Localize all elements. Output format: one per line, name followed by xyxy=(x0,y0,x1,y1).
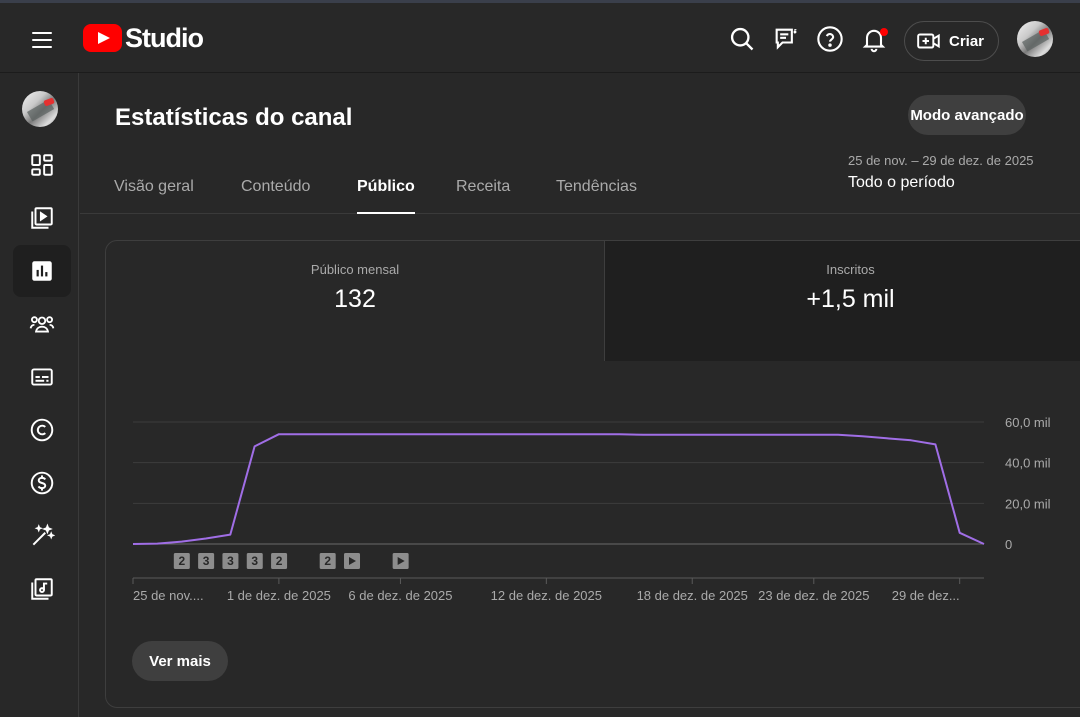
notifications-bell-icon[interactable] xyxy=(860,25,888,53)
sidebar-item-earn[interactable] xyxy=(13,457,71,509)
page-title: Estatísticas do canal xyxy=(115,104,353,131)
x-tick-label: 12 de dez. de 2025 xyxy=(491,588,602,603)
sidebar-item-content[interactable] xyxy=(13,192,71,244)
y-tick-label: 60,0 mil xyxy=(1005,415,1051,430)
event-marker-count: 2 xyxy=(324,554,331,568)
tab-revenue[interactable]: Receita xyxy=(456,178,511,195)
event-marker xyxy=(198,553,215,569)
sidebar-item-copyright[interactable] xyxy=(13,404,71,456)
date-range-picker[interactable]: 25 de nov. – 29 de dez. de 2025 Todo o p… xyxy=(848,153,1034,192)
dashboard-icon xyxy=(31,154,53,176)
community-icon xyxy=(29,316,55,333)
main-content: Estatísticas do canal Modo avançado Visã… xyxy=(80,73,1080,717)
video-add-icon xyxy=(917,33,940,49)
help-icon[interactable] xyxy=(816,25,844,53)
audience-card: Público mensal 132 Inscritos +1,5 mil 0 2… xyxy=(105,240,1080,708)
series-line xyxy=(132,433,985,545)
x-tick-label: 25 de nov.... xyxy=(133,588,204,603)
event-marker xyxy=(271,553,288,569)
create-button-label: Criar xyxy=(949,32,985,50)
event-marker-count: 3 xyxy=(227,554,234,568)
audio-library-icon xyxy=(31,578,53,600)
play-icon xyxy=(397,557,405,565)
x-tick-label: 29 de dez... xyxy=(892,588,960,603)
sidebar xyxy=(0,73,79,717)
y-tick-label: 40,0 mil xyxy=(1005,456,1051,471)
dollar-icon xyxy=(30,471,54,495)
metric-value: +1,5 mil xyxy=(806,285,895,313)
event-marker xyxy=(222,553,239,569)
copyright-icon xyxy=(30,418,54,442)
create-button[interactable]: Criar xyxy=(904,21,999,61)
metric-subscribers[interactable]: Inscritos +1,5 mil xyxy=(604,241,1080,361)
metric-label: Inscritos xyxy=(826,262,875,277)
menu-icon[interactable] xyxy=(22,25,62,55)
sidebar-item-subtitles[interactable] xyxy=(13,351,71,403)
notification-badge xyxy=(880,28,888,36)
youtube-play-icon xyxy=(83,24,122,52)
date-range-dates: 25 de nov. – 29 de dez. de 2025 xyxy=(848,153,1034,168)
event-marker-count: 2 xyxy=(276,554,283,568)
feedback-icon[interactable] xyxy=(772,25,800,53)
event-marker xyxy=(319,553,336,569)
tab-audience[interactable]: Público xyxy=(357,178,415,214)
analytics-icon xyxy=(32,261,52,281)
top-bar: Studio Criar xyxy=(0,0,1080,73)
magic-wand-icon xyxy=(32,523,55,546)
advanced-mode-button[interactable]: Modo avançado xyxy=(908,95,1026,135)
tab-bar: Visão geral Conteúdo Público Receita Ten… xyxy=(80,158,1080,214)
see-more-button[interactable]: Ver mais xyxy=(132,641,228,681)
metric-monthly-audience[interactable]: Público mensal 132 xyxy=(106,241,604,361)
x-tick-label: 23 de dez. de 2025 xyxy=(758,588,869,603)
y-tick-label: 20,0 mil xyxy=(1005,496,1051,511)
content-icon xyxy=(31,207,53,229)
sidebar-item-analytics[interactable] xyxy=(13,245,71,297)
metric-label: Público mensal xyxy=(310,262,400,277)
sidebar-item-dashboard[interactable] xyxy=(13,139,71,191)
studio-logo[interactable]: Studio xyxy=(83,22,204,54)
x-tick-label: 18 de dez. de 2025 xyxy=(637,588,748,603)
sidebar-item-community[interactable] xyxy=(13,298,71,350)
search-icon[interactable] xyxy=(728,25,756,53)
tab-trends[interactable]: Tendências xyxy=(556,178,637,195)
event-marker-count: 3 xyxy=(203,554,210,568)
play-icon xyxy=(349,557,357,565)
sidebar-item-customization[interactable] xyxy=(13,510,71,562)
line-chart: 0 20,0 mil 40,0 mil 60,0 mil 25 de nov.... 1 … xyxy=(132,415,1051,603)
metric-value: 132 xyxy=(334,285,376,313)
date-range-period: Todo o período xyxy=(848,174,955,191)
y-tick-label: 0 xyxy=(1005,537,1012,552)
event-marker-count: 2 xyxy=(178,554,185,568)
x-tick-label: 6 de dez. de 2025 xyxy=(348,588,452,603)
event-marker xyxy=(246,553,263,569)
tab-overview[interactable]: Visão geral xyxy=(114,178,194,195)
sidebar-item-audio-library[interactable] xyxy=(13,563,71,615)
logo-text: Studio xyxy=(125,22,204,53)
x-tick-label: 1 de dez. de 2025 xyxy=(227,588,331,603)
tab-content[interactable]: Conteúdo xyxy=(241,178,311,195)
account-avatar[interactable] xyxy=(1017,21,1053,57)
event-marker-count: 3 xyxy=(251,554,258,568)
channel-avatar[interactable] xyxy=(22,91,58,127)
subscribers-chart: 0 20,0 mil 40,0 mil 60,0 mil 25 de nov.... 1 … xyxy=(106,361,1080,631)
subtitles-icon xyxy=(31,368,53,386)
event-marker xyxy=(173,553,190,569)
